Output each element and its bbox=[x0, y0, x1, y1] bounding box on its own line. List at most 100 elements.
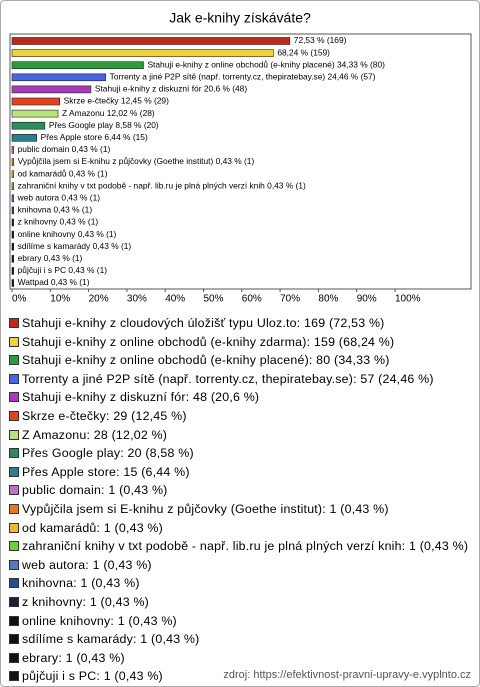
value-label: Skrze e-čtečky 12,45 % (29) bbox=[64, 96, 169, 106]
value-label: Vypůjčila jsem si E-knihu z půjčovky (Go… bbox=[18, 156, 255, 166]
legend-entry: Přes Google play: 20 (8,58 %) bbox=[9, 444, 469, 463]
legend-entry: ebrary: 1 (0,43 %) bbox=[9, 649, 469, 668]
x-tick-label: 90% bbox=[357, 294, 377, 305]
source: zdroj: https://efektivnost-pravni-upravy… bbox=[223, 669, 471, 681]
legend-label: zahraniční knihy v txt podobě - např. li… bbox=[22, 539, 469, 554]
x-tick-label: 70% bbox=[280, 294, 300, 305]
legend-label: sdílíme s kamarády: 1 (0,43 %) bbox=[22, 632, 200, 647]
bar bbox=[11, 194, 14, 203]
legend-swatch bbox=[9, 355, 19, 366]
bar bbox=[11, 37, 291, 45]
legend-swatch bbox=[9, 429, 19, 440]
bar bbox=[11, 121, 46, 130]
value-label: od kamarádů 0,43 % (1) bbox=[18, 168, 108, 178]
bar bbox=[11, 109, 59, 118]
legend-label: půjčuji i s PC: 1 (0,43 %) bbox=[22, 669, 163, 684]
value-label: online knihovny 0,43 % (1) bbox=[18, 229, 117, 239]
legend-label: Přes Apple store: 15 (6,44 %) bbox=[22, 464, 190, 479]
value-label: Wattpad 0,43 % (1) bbox=[18, 277, 90, 287]
legend-label: Stahuji e-knihy z cloudových úložišť typ… bbox=[22, 316, 385, 330]
legend-entry: online knihovny: 1 (0,43 %) bbox=[9, 612, 469, 631]
bar bbox=[11, 206, 14, 215]
legend-label: Z Amazonu: 28 (12,02 %) bbox=[22, 427, 168, 442]
legend-label: Torrenty a jiné P2P sítě (např. torrenty… bbox=[22, 371, 434, 386]
bar bbox=[11, 218, 14, 227]
legend: Stahuji e-knihy z cloudových úložišť typ… bbox=[9, 314, 469, 686]
legend-label: ebrary: 1 (0,43 %) bbox=[22, 650, 125, 665]
legend-entry: web autora: 1 (0,43 %) bbox=[9, 556, 469, 575]
value-label: web autora 0,43 % (1) bbox=[17, 193, 101, 203]
legend-entry: Stahuji e-knihy z diskuzní fór: 48 (20,6… bbox=[9, 388, 469, 407]
bar bbox=[11, 97, 60, 106]
legend-swatch bbox=[9, 596, 19, 607]
value-label: knihovna 0,43 % (1) bbox=[18, 205, 93, 215]
x-tick-label: 30% bbox=[127, 294, 147, 305]
legend-swatch bbox=[9, 336, 19, 347]
value-label: půjčuji i s PC 0,43 % (1) bbox=[18, 265, 108, 275]
chart: Jak e-knihy získáváte? 0% 10% 20% 30% 40% 50%… bbox=[9, 10, 472, 305]
x-tick-label: 0% bbox=[12, 294, 27, 305]
legend-swatch bbox=[9, 559, 19, 570]
bar bbox=[11, 242, 14, 251]
legend-label: od kamarádů: 1 (0,43 %) bbox=[22, 520, 163, 535]
legend-label: z knihovny: 1 (0,43 %) bbox=[22, 594, 149, 609]
legend-entry: Přes Apple store: 15 (6,44 %) bbox=[9, 463, 469, 482]
value-label: Stahuji e-knihy z diskuzní fór 20,6 % (4… bbox=[95, 84, 247, 94]
value-label: Přes Apple store 6,44 % (15) bbox=[41, 132, 148, 142]
legend-label: Přes Google play: 20 (8,58 %) bbox=[22, 446, 194, 461]
legend-swatch bbox=[9, 392, 19, 403]
x-tick-label: 100% bbox=[395, 294, 421, 305]
bar bbox=[11, 230, 14, 239]
legend-swatch bbox=[9, 373, 19, 384]
legend-swatch bbox=[9, 652, 19, 663]
bar bbox=[11, 182, 14, 190]
legend-entry: zahraniční knihy v txt podobě - např. li… bbox=[9, 537, 469, 556]
bar bbox=[11, 267, 14, 275]
legend-label: Stahuji e-knihy z diskuzní fór: 48 (20,6… bbox=[22, 390, 260, 405]
value-label: Přes Google play 8,58 % (20) bbox=[49, 120, 159, 130]
x-tick-label: 20% bbox=[89, 294, 109, 305]
bar bbox=[11, 170, 14, 178]
legend-swatch bbox=[9, 578, 19, 589]
legend-entry: sdílíme s kamarády: 1 (0,43 %) bbox=[9, 630, 469, 649]
bar bbox=[11, 279, 14, 287]
legend-swatch bbox=[9, 541, 19, 552]
legend-label: public domain: 1 (0,43 %) bbox=[22, 483, 168, 498]
bar bbox=[11, 255, 14, 263]
legend-label: Stahuji e-knihy z online obchodů (e-knih… bbox=[22, 353, 390, 368]
legend-entry: Torrenty a jiné P2P sítě (např. torrenty… bbox=[9, 370, 469, 389]
legend-label: Vypůjčila jsem si E-knihu z půjčovky (Go… bbox=[22, 501, 389, 516]
legend-entry: Stahuji e-knihy z online obchodů (e-knih… bbox=[9, 333, 469, 352]
legend-entry: Z Amazonu: 28 (12,02 %) bbox=[9, 426, 469, 445]
plot-frame bbox=[9, 33, 472, 290]
legend-entry: Vypůjčila jsem si E-knihu z půjčovky (Go… bbox=[9, 500, 469, 519]
legend-swatch bbox=[9, 634, 19, 645]
legend-swatch bbox=[9, 671, 19, 682]
value-label: 68,24 % (159) bbox=[277, 47, 330, 57]
legend-label: Skrze e-čtečky: 29 (12,45 %) bbox=[22, 408, 187, 423]
legend-label: knihovna: 1 (0,43 %) bbox=[22, 576, 140, 591]
legend-swatch bbox=[9, 485, 19, 496]
value-label: Torrenty a jiné P2P sítě (např. torrenty… bbox=[110, 72, 376, 82]
bar bbox=[11, 146, 14, 154]
bar bbox=[11, 158, 14, 166]
bar bbox=[11, 49, 274, 57]
legend-entry: Stahuji e-knihy z cloudových úložišť typ… bbox=[9, 314, 469, 333]
value-label: Z Amazonu 12,02 % (28) bbox=[62, 108, 155, 118]
chart-title: Jak e-knihy získáváte? bbox=[169, 10, 311, 26]
legend-entry: z knihovny: 1 (0,43 %) bbox=[9, 593, 469, 612]
legend-swatch bbox=[9, 448, 19, 459]
value-label: sdílíme s kamarády 0,43 % (1) bbox=[18, 241, 132, 251]
x-tick-label: 60% bbox=[242, 294, 262, 305]
value-label: public domain 0,43 % (1) bbox=[18, 144, 111, 154]
bar bbox=[11, 85, 92, 94]
legend-entry: public domain: 1 (0,43 %) bbox=[9, 481, 469, 500]
legend-swatch bbox=[9, 615, 19, 626]
value-label: Stahuji e-knihy z online obchodů (e-knih… bbox=[147, 59, 385, 69]
x-tick-label: 50% bbox=[204, 294, 224, 305]
legend-label: web autora: 1 (0,43 %) bbox=[22, 557, 152, 572]
legend-swatch bbox=[9, 318, 19, 328]
legend-swatch bbox=[9, 503, 19, 514]
value-label: z knihovny 0,43 % (1) bbox=[18, 217, 99, 227]
x-tick-label: 40% bbox=[165, 294, 185, 305]
